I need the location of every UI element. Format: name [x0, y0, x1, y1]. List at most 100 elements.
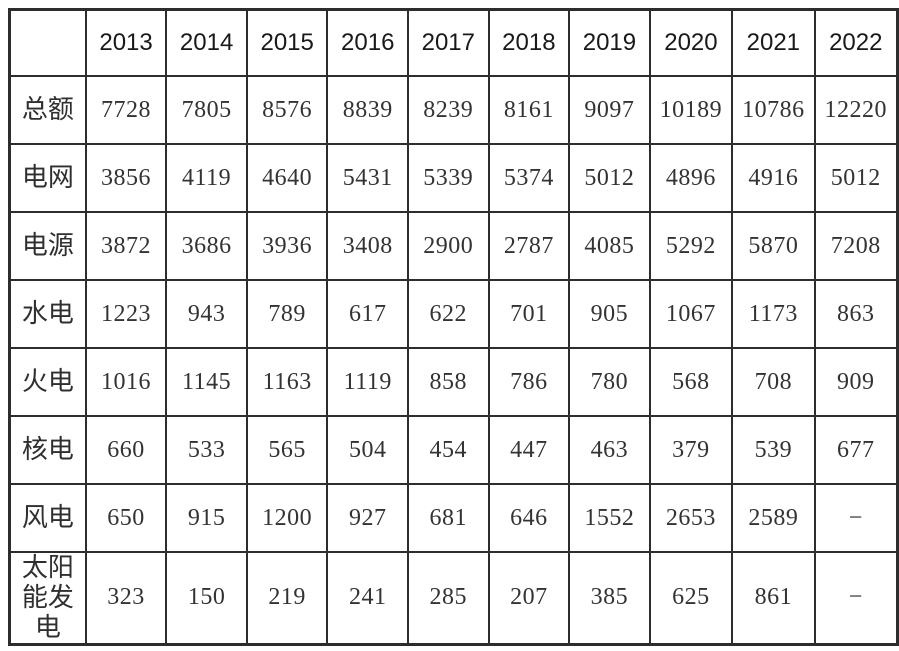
value-cell: 8839 [326, 75, 410, 145]
value-cell: 241 [326, 550, 410, 646]
value-cell: 4896 [648, 143, 734, 213]
value-cell: 454 [407, 415, 490, 485]
value-cell: 905 [568, 279, 651, 349]
row-label: 风电 [8, 483, 87, 553]
value-cell: 1067 [648, 279, 734, 349]
row-label: 太阳能发电 [8, 550, 87, 646]
row-label: 核电 [8, 415, 87, 485]
value-cell: 1119 [326, 347, 410, 417]
value-cell: 285 [407, 550, 490, 646]
value-cell: 3408 [326, 211, 410, 281]
table-row: 电网 3856 4119 4640 5431 5339 5374 5012 4896 4916 50… [8, 143, 899, 213]
value-cell: 10786 [731, 75, 816, 145]
value-cell: 7805 [165, 75, 248, 145]
value-cell: 565 [245, 415, 329, 485]
year-column-header: 2013 [84, 8, 168, 77]
value-cell: 1163 [245, 347, 329, 417]
table-row: 总额 7728 7805 8576 8839 8239 8161 9097 10189 10786… [8, 75, 899, 145]
value-cell: 858 [407, 347, 490, 417]
value-cell: − [813, 550, 899, 646]
value-cell: 4085 [568, 211, 651, 281]
row-label: 水电 [8, 279, 87, 349]
value-cell: 8239 [407, 75, 490, 145]
value-cell: 8576 [245, 75, 329, 145]
value-cell: 539 [731, 415, 816, 485]
value-cell: 533 [165, 415, 248, 485]
value-cell: 677 [813, 415, 899, 485]
corner-cell [8, 8, 87, 77]
value-cell: 650 [84, 483, 168, 553]
value-cell: 150 [165, 550, 248, 646]
year-column-header: 2016 [326, 8, 410, 77]
value-cell: 5012 [568, 143, 651, 213]
value-cell: − [813, 483, 899, 553]
row-label: 总额 [8, 75, 87, 145]
year-column-header: 2020 [648, 8, 734, 77]
year-column-header: 2017 [407, 8, 490, 77]
value-cell: 1552 [568, 483, 651, 553]
value-cell: 625 [648, 550, 734, 646]
table-row: 核电 660 533 565 504 454 447 463 379 539 677 [8, 415, 899, 485]
value-cell: 3856 [84, 143, 168, 213]
value-cell: 2653 [648, 483, 734, 553]
value-cell: 504 [326, 415, 410, 485]
value-cell: 5870 [731, 211, 816, 281]
value-cell: 7728 [84, 75, 168, 145]
value-cell: 463 [568, 415, 651, 485]
value-cell: 2589 [731, 483, 816, 553]
value-cell: 1223 [84, 279, 168, 349]
year-column-header: 2015 [245, 8, 329, 77]
value-cell: 2900 [407, 211, 490, 281]
value-cell: 12220 [813, 75, 899, 145]
value-cell: 789 [245, 279, 329, 349]
value-cell: 207 [487, 550, 571, 646]
year-column-header: 2021 [731, 8, 816, 77]
value-cell: 909 [813, 347, 899, 417]
year-column-header: 2019 [568, 8, 651, 77]
value-cell: 4640 [245, 143, 329, 213]
value-cell: 617 [326, 279, 410, 349]
table-row: 电源 3872 3686 3936 3408 2900 2787 4085 5292 5870 72… [8, 211, 899, 281]
value-cell: 3936 [245, 211, 329, 281]
value-cell: 1173 [731, 279, 816, 349]
value-cell: 219 [245, 550, 329, 646]
value-cell: 4916 [731, 143, 816, 213]
year-column-header: 2022 [813, 8, 899, 77]
value-cell: 568 [648, 347, 734, 417]
value-cell: 385 [568, 550, 651, 646]
value-cell: 1145 [165, 347, 248, 417]
row-label: 火电 [8, 347, 87, 417]
value-cell: 708 [731, 347, 816, 417]
value-cell: 4119 [165, 143, 248, 213]
value-cell: 8161 [487, 75, 571, 145]
value-cell: 943 [165, 279, 248, 349]
row-label: 电网 [8, 143, 87, 213]
value-cell: 447 [487, 415, 571, 485]
value-cell: 861 [731, 550, 816, 646]
value-cell: 786 [487, 347, 571, 417]
value-cell: 2787 [487, 211, 571, 281]
table-body: 总额 7728 7805 8576 8839 8239 8161 9097 10189 10786… [8, 75, 899, 646]
value-cell: 622 [407, 279, 490, 349]
value-cell: 701 [487, 279, 571, 349]
value-cell: 927 [326, 483, 410, 553]
year-column-header: 2018 [487, 8, 571, 77]
year-column-header: 2014 [165, 8, 248, 77]
value-cell: 10189 [648, 75, 734, 145]
value-cell: 7208 [813, 211, 899, 281]
value-cell: 5431 [326, 143, 410, 213]
table-row: 风电 650 915 1200 927 681 646 1552 2653 2589− [8, 483, 899, 553]
table-row: 太阳能发电 323 150 219 241 285 207 385 625 861− [8, 550, 899, 646]
value-cell: 5012 [813, 143, 899, 213]
header-row: 2013 2014 2015 2016 2017 2018 2019 2020 2021 2022 [8, 8, 899, 77]
value-cell: 660 [84, 415, 168, 485]
row-label: 电源 [8, 211, 87, 281]
value-cell: 379 [648, 415, 734, 485]
value-cell: 5339 [407, 143, 490, 213]
value-cell: 1016 [84, 347, 168, 417]
power-investment-table: 2013 2014 2015 2016 2017 2018 2019 2020 2021 2022… [8, 8, 899, 646]
value-cell: 1200 [245, 483, 329, 553]
value-cell: 3686 [165, 211, 248, 281]
value-cell: 3872 [84, 211, 168, 281]
value-cell: 5374 [487, 143, 571, 213]
